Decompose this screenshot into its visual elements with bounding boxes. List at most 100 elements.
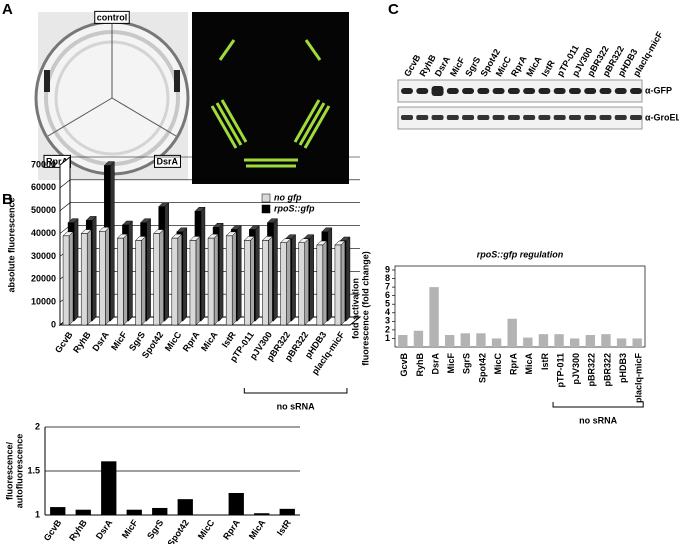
bar-side — [73, 218, 79, 322]
x-tick-label: pHDB3 — [618, 353, 628, 383]
y-tick-label: 2 — [385, 324, 390, 334]
bar-side — [255, 224, 260, 322]
legend-swatch — [261, 204, 271, 214]
y-tick-label: 1 — [385, 333, 390, 343]
plate-photo — [34, 12, 190, 180]
bar-side — [164, 202, 169, 322]
bar — [616, 338, 627, 347]
x-tick-label: RprA — [181, 329, 202, 353]
x-tick-label: GcvB — [42, 517, 64, 542]
bar — [62, 235, 70, 326]
bar — [398, 335, 408, 347]
plate-label: RprA — [46, 156, 68, 166]
bar — [585, 335, 595, 347]
bar-side — [291, 234, 296, 322]
band — [431, 115, 444, 120]
bar — [75, 509, 91, 515]
bar-side — [182, 227, 188, 322]
y-tick-label: 4 — [385, 307, 390, 317]
bar — [316, 244, 324, 326]
x-tick-label: IstR — [540, 353, 550, 371]
x-tick-label: MicC — [163, 329, 184, 353]
y-tick-label: 9 — [385, 264, 390, 274]
band — [416, 88, 429, 94]
band — [446, 88, 459, 94]
bar-side — [273, 218, 278, 322]
band — [553, 115, 566, 120]
y-tick-label: 20000 — [31, 274, 56, 284]
bar-side — [322, 240, 328, 326]
band — [416, 115, 429, 120]
bar — [445, 335, 455, 347]
band — [492, 115, 505, 120]
chart-title: rpoS::gfp regulation — [477, 249, 564, 259]
bar-side — [236, 224, 242, 322]
band — [523, 115, 536, 120]
x-tick-label: DsrA — [430, 353, 440, 375]
panel-letter: A — [2, 1, 13, 18]
bar — [50, 507, 66, 515]
x-tick-label: IstR — [275, 517, 293, 537]
bar — [601, 334, 611, 347]
x-tick-label: RyhB — [67, 517, 89, 542]
bar-side — [213, 233, 219, 326]
legend-label: no gfp — [274, 192, 302, 202]
x-tick-label: DsrA — [90, 329, 111, 353]
bar — [244, 240, 251, 326]
x-tick-label: pTP-011 — [555, 353, 565, 388]
y-tick-label: 1 — [35, 509, 40, 519]
band — [584, 88, 597, 94]
x-tick-label: RprA — [221, 517, 242, 541]
bar — [334, 244, 342, 326]
bar-side — [268, 235, 273, 326]
band — [538, 115, 551, 120]
x-tick-label: MicF — [109, 329, 129, 352]
bar-side — [286, 238, 291, 326]
bar-side — [200, 206, 206, 322]
y-tick-label: 10000 — [31, 297, 56, 307]
panel-letter: C — [388, 1, 399, 18]
plate-label: DsrA — [156, 156, 178, 166]
band — [614, 88, 627, 94]
bar-side — [86, 228, 92, 326]
y-tick-label: 70000 — [31, 159, 56, 169]
blot-label: α-GFP — [645, 85, 672, 95]
bar — [225, 235, 233, 326]
bar-side — [110, 160, 115, 322]
plate-label: control — [97, 12, 128, 22]
annotation: no sRNA — [579, 415, 618, 425]
x-tick-label: SgrS — [462, 353, 472, 374]
band — [630, 88, 642, 94]
band — [584, 115, 597, 120]
band — [507, 115, 520, 120]
bar — [538, 334, 549, 347]
bar — [280, 242, 287, 326]
x-tick-label: SgrS — [145, 518, 165, 541]
y-axis-label: fold activation — [350, 278, 360, 339]
bar — [254, 513, 270, 515]
y-tick-label: 3 — [385, 316, 390, 326]
bar — [632, 338, 642, 347]
bar — [228, 493, 244, 515]
bar — [117, 237, 124, 326]
bracket — [552, 402, 644, 408]
bar — [207, 237, 215, 326]
bar — [126, 509, 142, 515]
grid-line — [59, 202, 360, 211]
y-tick-label: 50000 — [31, 205, 56, 215]
y-tick-label: 30000 — [31, 251, 56, 261]
band — [568, 88, 581, 94]
band — [523, 88, 536, 94]
plot-frame — [394, 265, 646, 348]
x-tick-label: Spot42 — [477, 353, 487, 383]
band — [492, 88, 505, 94]
bar-side — [177, 233, 183, 326]
bar — [523, 337, 533, 347]
band — [401, 115, 413, 120]
bar — [80, 233, 88, 326]
band — [614, 115, 627, 120]
y-tick-label: 7 — [385, 281, 390, 291]
legend-swatch — [261, 193, 271, 203]
bar — [491, 338, 502, 347]
bar-side — [91, 215, 97, 322]
